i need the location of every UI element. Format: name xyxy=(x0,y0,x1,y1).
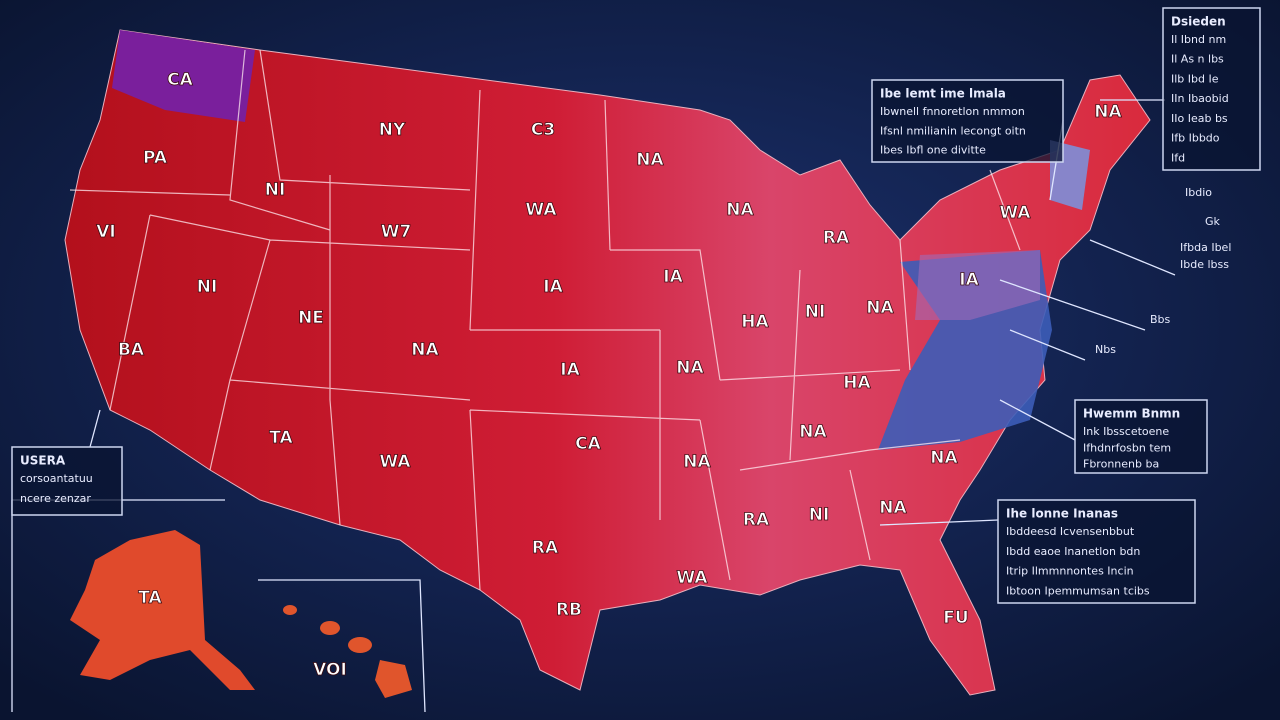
state-label: NA xyxy=(676,358,704,378)
state-label: C3 xyxy=(531,120,555,140)
state-label: RA xyxy=(532,538,559,558)
callout-line: Ifb Ibbdo xyxy=(1171,132,1220,145)
callout-line: Il Ibnd nm xyxy=(1171,33,1226,46)
state-label: WA xyxy=(525,200,557,220)
state-label: TA xyxy=(138,588,162,608)
state-label: TA xyxy=(269,428,293,448)
state-label: CA xyxy=(575,434,601,454)
state-label: WA xyxy=(379,452,411,472)
state-label: CA xyxy=(167,70,193,90)
callout: Hwemm Bnmn Ink Ibsscetoene Ifhdnrfosbn tem… xyxy=(1074,399,1208,474)
callout-line: Ifhdnrfosbn tem xyxy=(1083,441,1171,454)
callout-line: ncere zenzar xyxy=(20,492,91,505)
state-label: NI xyxy=(197,277,218,297)
side-note: Bbs xyxy=(1150,313,1171,326)
hawaii xyxy=(283,605,412,698)
state-label: WA xyxy=(999,203,1031,223)
callout-title: USERA xyxy=(20,454,66,468)
state-label: PA xyxy=(143,148,168,168)
state-label: W7 xyxy=(381,222,412,242)
state-label: NA xyxy=(866,298,894,318)
callout-title: Ibe lemt ime lmala xyxy=(880,87,1006,101)
callout-line: Ilb Ibd Ie xyxy=(1171,72,1219,85)
callout-title: Hwemm Bnmn xyxy=(1083,407,1180,421)
callout-line: Ibtoon Ipemmumsan tcibs xyxy=(1006,584,1150,597)
callout-box xyxy=(11,446,123,516)
side-note: Ibdio xyxy=(1185,186,1212,199)
state-label: NA xyxy=(411,340,439,360)
state-label: IA xyxy=(543,277,563,297)
state-label: NA xyxy=(1094,102,1122,122)
state-label: RB xyxy=(556,600,582,620)
callout: Ibe lemt ime lmala Ibwnell fnnoretlon nmm… xyxy=(871,79,1064,163)
state-label: NI xyxy=(805,302,826,322)
callout-box xyxy=(1162,7,1261,171)
callout-line: IIo Ieab bs xyxy=(1171,112,1228,125)
violet-region xyxy=(915,250,1040,320)
state-label: NA xyxy=(636,150,664,170)
callout-box xyxy=(997,499,1196,604)
alaska xyxy=(70,530,255,690)
side-note: Nbs xyxy=(1095,343,1116,356)
state-label: RA xyxy=(743,510,770,530)
callout-line: Ink Ibsscetoene xyxy=(1083,425,1169,438)
state-label: NI xyxy=(265,180,286,200)
state-label: IA xyxy=(959,270,979,290)
purple-state xyxy=(112,30,255,122)
state-label: NA xyxy=(879,498,907,518)
callout-line: Ibddeesd Icvensenbbut xyxy=(1006,525,1135,538)
us-mainland xyxy=(64,29,1151,696)
callout-line: Ibwnell fnnoretlon nmmon xyxy=(880,105,1025,118)
callout-line: Ibes Ibfl one divitte xyxy=(880,144,986,157)
callout-line: Il As n lbs xyxy=(1171,53,1224,66)
callout-line: IIn Ibaobid xyxy=(1171,92,1229,105)
callout-line: Fbronnenb ba xyxy=(1083,458,1159,471)
state-label: HA xyxy=(843,373,871,393)
side-note: Gk xyxy=(1205,215,1221,228)
callout-line: Itrip Ilmmnnontes Incin xyxy=(1006,565,1134,578)
callout-title: Ihe lonne Inanas xyxy=(1006,507,1118,521)
state-label: NI xyxy=(809,505,830,525)
state-label: IA xyxy=(560,360,580,380)
callout-line: Ifsnl nmilianin lecongt oitn xyxy=(880,124,1026,137)
state-label: WA xyxy=(676,568,708,588)
callout: Dsieden Il Ibnd nm Il As n lbs Ilb Ibd Ie II… xyxy=(1162,7,1261,171)
state-label: IA xyxy=(663,267,683,287)
state-label: NA xyxy=(683,452,711,472)
state-borders xyxy=(69,49,1021,591)
state-label: NA xyxy=(930,448,958,468)
callout: Ihe lonne Inanas Ibddeesd Icvensenbbut Ibd… xyxy=(997,499,1196,604)
state-label: VI xyxy=(96,222,115,242)
callout: USERA corsoantatuu ncere zenzar xyxy=(11,446,123,516)
callout-line: Ibdd eaoe Inanetlon bdn xyxy=(1006,545,1140,558)
state-label: HA xyxy=(741,312,769,332)
callout-line: Ifd xyxy=(1171,151,1185,164)
state-label: NA xyxy=(726,200,754,220)
side-note: Ibde lbss xyxy=(1180,258,1229,271)
state-label: NE xyxy=(298,308,324,328)
state-label: FU xyxy=(943,608,968,628)
callout-box xyxy=(871,79,1064,163)
state-label: NY xyxy=(379,120,406,140)
state-label: RA xyxy=(823,228,850,248)
state-label: BA xyxy=(118,340,145,360)
state-label: NA xyxy=(799,422,827,442)
callout-box xyxy=(1074,399,1208,474)
callout-title: Dsieden xyxy=(1171,15,1226,29)
callout-line: corsoantatuu xyxy=(20,472,93,485)
state-label: VOI xyxy=(313,660,347,680)
side-note: Ifbda Ibel xyxy=(1180,241,1231,254)
